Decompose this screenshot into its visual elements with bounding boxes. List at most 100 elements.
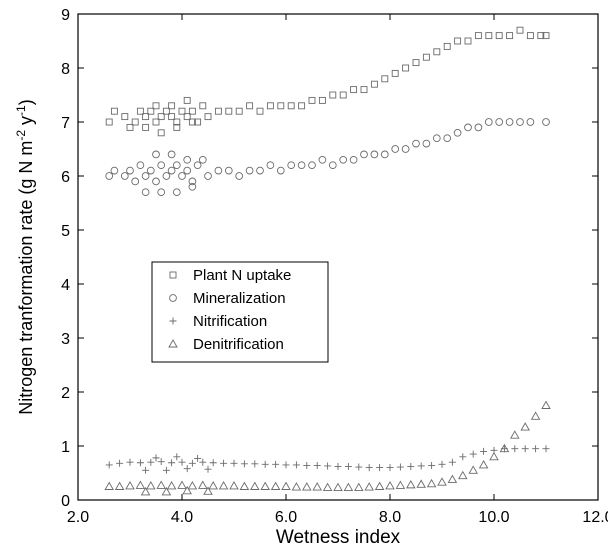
mineralization-point xyxy=(178,172,186,180)
mineralization-point xyxy=(105,172,114,180)
nitrification-point xyxy=(417,462,425,470)
data-points xyxy=(104,26,551,496)
denitrification-point xyxy=(426,478,437,488)
denitrification-point xyxy=(229,481,239,490)
mineralization-point xyxy=(183,166,192,175)
plant-n-uptake-point xyxy=(157,113,165,121)
mineralization-point xyxy=(391,145,400,153)
plant-n-uptake-point xyxy=(246,102,254,110)
plant-n-uptake-point xyxy=(121,113,129,121)
denitrification-point xyxy=(198,480,208,489)
nitrification-point xyxy=(199,458,207,466)
mineralization-point xyxy=(422,139,431,148)
mineralization-point xyxy=(183,155,192,164)
nitrification-point xyxy=(313,461,321,469)
mineralization-point xyxy=(380,150,389,159)
plant-n-uptake-point xyxy=(194,118,202,126)
plant-n-uptake-point xyxy=(188,107,196,115)
y-axis-label-sup1: -2 xyxy=(14,130,28,141)
mineralization-point xyxy=(256,166,264,175)
plant-n-uptake-point xyxy=(329,91,337,99)
mineralization-point xyxy=(318,155,327,164)
mineralization-point xyxy=(505,118,514,126)
nitrification-point xyxy=(261,460,269,468)
plant-n-uptake-point xyxy=(542,32,550,40)
plant-n-uptake-point xyxy=(199,102,207,110)
plant-n-uptake-point xyxy=(178,107,186,115)
mineralization-point xyxy=(141,188,150,197)
y-tick-label: 9 xyxy=(61,7,70,24)
mineralization-point xyxy=(136,161,145,170)
denitrification-point xyxy=(416,479,426,488)
plant-n-uptake-point xyxy=(308,96,316,104)
plant-n-uptake-point xyxy=(526,32,534,40)
mineralization-point xyxy=(339,155,348,164)
mineralization-point xyxy=(120,172,129,180)
mineralization-point xyxy=(152,177,160,186)
plant-n-uptake-point xyxy=(454,37,462,45)
y-axis-label-sup2: -1 xyxy=(14,105,28,116)
plant-n-uptake-point xyxy=(402,64,410,72)
legend-marker xyxy=(169,317,177,325)
legend-marker xyxy=(169,271,177,279)
denitrification-point xyxy=(374,481,385,490)
plant-n-uptake-point xyxy=(318,96,326,104)
plant-n-uptake-point xyxy=(173,118,181,126)
mineralization-point xyxy=(287,161,296,170)
mineralization-point xyxy=(157,188,166,197)
plant-n-uptake-point xyxy=(391,69,399,77)
mineralization-point xyxy=(146,166,155,175)
mineralization-point xyxy=(204,172,212,180)
mineralization-point xyxy=(276,166,285,175)
nitrification-point xyxy=(168,459,176,467)
denitrification-point xyxy=(260,481,270,490)
plant-n-uptake-point xyxy=(152,118,160,126)
nitrification-point xyxy=(251,460,259,468)
denitrification-point xyxy=(281,481,291,490)
mineralization-point xyxy=(172,188,181,197)
denitrification-point xyxy=(140,486,151,496)
mineralization-point xyxy=(131,177,140,186)
nitrification-point xyxy=(459,453,467,461)
plant-n-uptake-point xyxy=(147,107,155,115)
plant-n-uptake-point xyxy=(412,59,420,67)
plant-n-uptake-point xyxy=(537,32,545,40)
denitrification-point xyxy=(182,485,192,495)
mineralization-point xyxy=(495,118,504,126)
y-axis-label-mid: y xyxy=(16,116,36,130)
nitrification-point xyxy=(448,458,456,466)
mineralization-point xyxy=(152,150,160,159)
y-axis: 0 1 2 3 4 5 6 7 8 9 xyxy=(61,7,598,510)
mineralization-point xyxy=(245,166,254,175)
denitrification-point xyxy=(478,459,489,469)
mineralization-point xyxy=(453,128,462,137)
denitrification-point xyxy=(447,474,458,483)
plant-n-uptake-point xyxy=(506,32,514,40)
denitrification-point xyxy=(437,477,447,486)
mineralization-point xyxy=(328,161,337,170)
nitrification-point xyxy=(194,454,202,462)
nitrification-point xyxy=(162,466,170,474)
plant-n-uptake-point xyxy=(136,107,144,115)
nitrification-point xyxy=(240,460,248,468)
nitrification-point xyxy=(152,454,160,462)
plant-n-uptake-point xyxy=(142,113,150,121)
mineralization-point xyxy=(266,161,275,170)
denitrification-point xyxy=(270,481,281,490)
plant-n-uptake-point xyxy=(225,107,233,115)
plant-n-uptake-point xyxy=(204,113,212,121)
plant-n-uptake-point xyxy=(214,107,222,115)
nitrification-point xyxy=(116,459,124,467)
nitrification-point xyxy=(157,458,165,466)
plant-n-uptake-point xyxy=(168,113,176,121)
denitrification-point xyxy=(343,482,354,492)
y-tick-label: 4 xyxy=(61,277,70,294)
nitrification-point xyxy=(209,459,217,467)
plant-n-uptake-point xyxy=(370,80,378,88)
nitrification-point xyxy=(365,464,373,472)
y-tick-label: 7 xyxy=(61,115,70,132)
plant-n-uptake-point xyxy=(173,123,181,131)
denitrification-point xyxy=(291,482,302,491)
plant-n-uptake-point xyxy=(183,113,191,121)
nitrification-point xyxy=(292,461,300,469)
